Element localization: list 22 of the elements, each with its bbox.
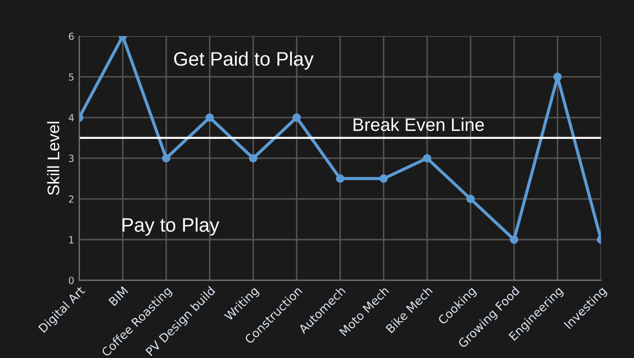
- y-tick-label: 5: [68, 73, 74, 81]
- y-tick-label: 3: [68, 154, 74, 162]
- point: [162, 154, 170, 162]
- ref-line-label: Break Even Line: [354, 118, 484, 132]
- y-tick-label: 0: [68, 276, 74, 284]
- point: [292, 113, 301, 122]
- point: [466, 194, 475, 204]
- y-tick-label: 6: [68, 32, 74, 40]
- point: [379, 174, 388, 183]
- annotation: Pay to Play: [122, 218, 220, 236]
- point: [336, 174, 344, 183]
- y-axis-title: Skill Level: [47, 122, 60, 195]
- y-tick-label: 4: [68, 114, 74, 122]
- point: [510, 235, 518, 244]
- y-tick-label: 1: [69, 236, 74, 244]
- y-tick-label: 2: [68, 195, 74, 203]
- point: [422, 154, 432, 162]
- x-tick-label: BIM: [108, 286, 128, 306]
- point: [206, 113, 214, 122]
- point: [553, 72, 562, 82]
- point: [249, 154, 258, 162]
- annotation: Get Paid to Play: [174, 52, 314, 70]
